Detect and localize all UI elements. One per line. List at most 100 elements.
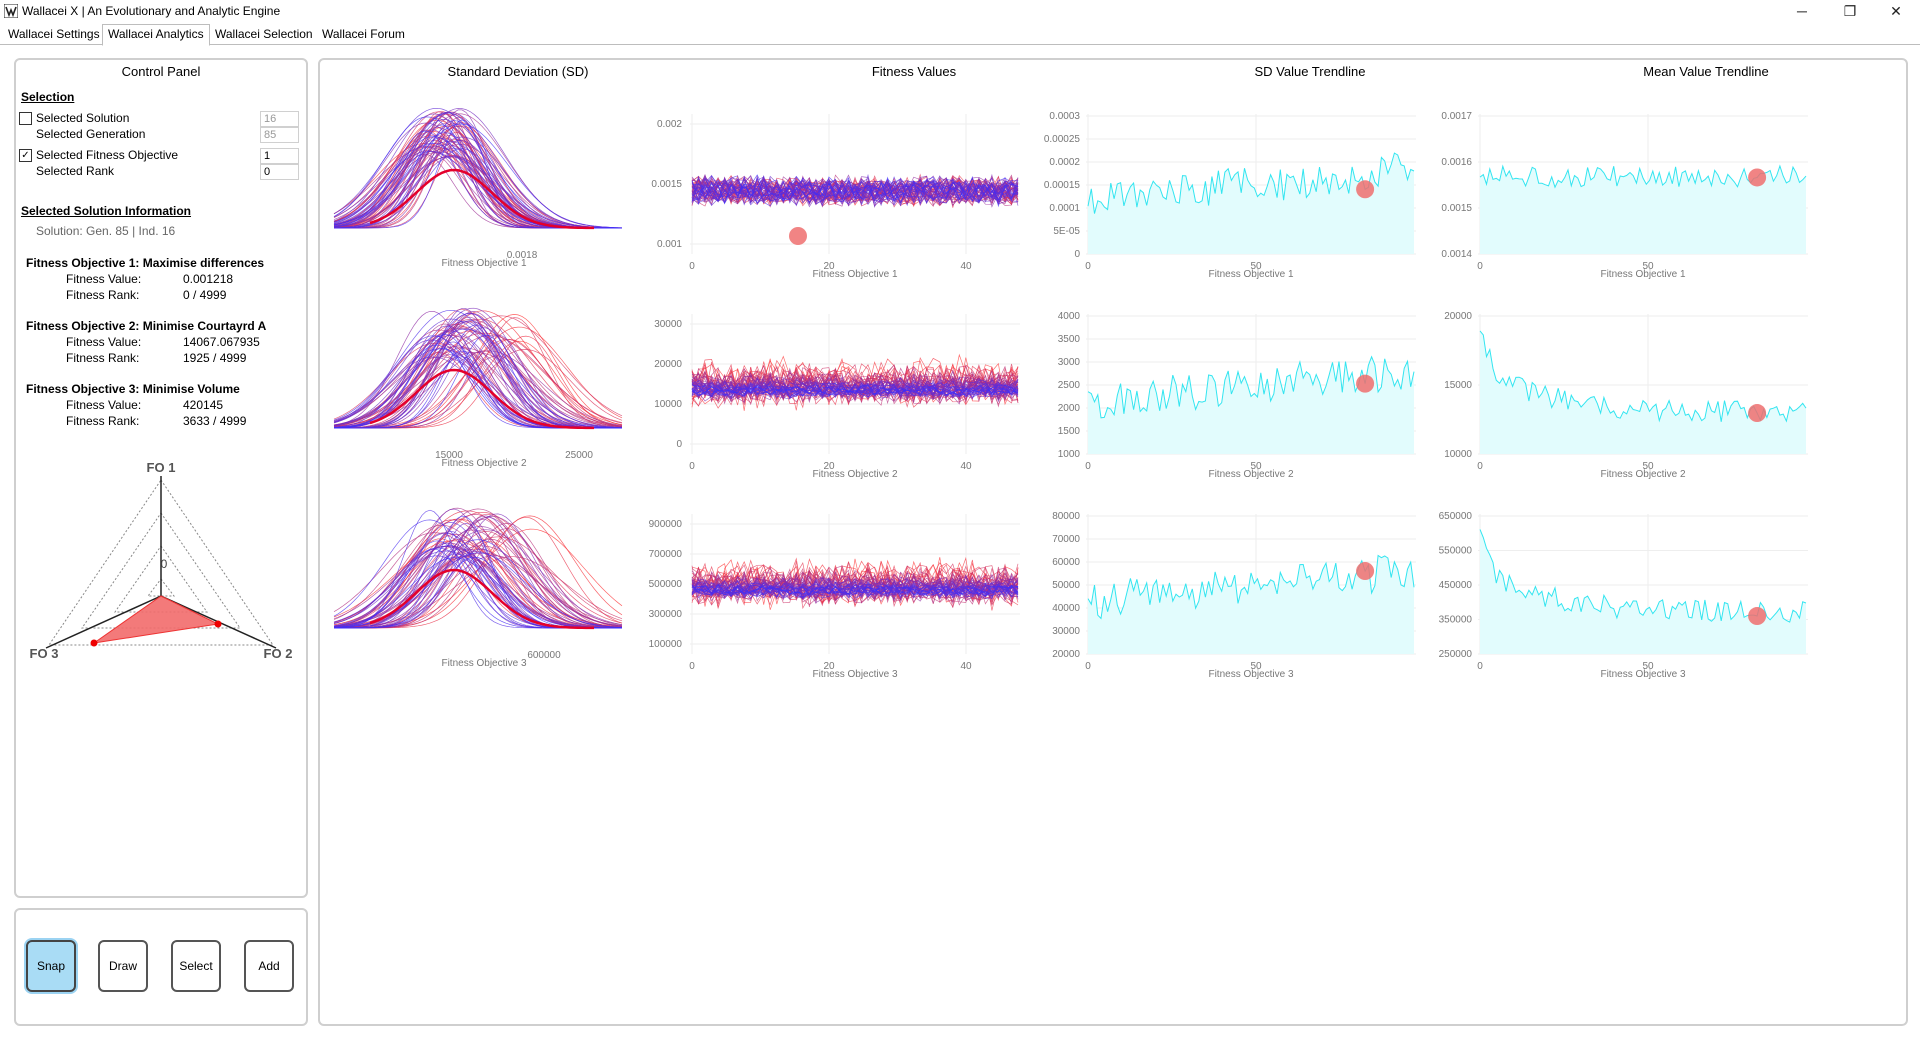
fitness-series-line (691, 176, 1019, 202)
mean-trend-selected-marker (1748, 404, 1767, 423)
sd-curve (333, 318, 622, 429)
fitness-y-tick-label: 0.002 (657, 119, 682, 130)
snap-button[interactable]: Snap (26, 940, 76, 992)
fo1-heading: Fitness Objective 1: Maximise difference… (26, 256, 265, 270)
draw-button[interactable]: Draw (98, 940, 148, 992)
tab-wallacei-analytics[interactable]: Wallacei Analytics (102, 24, 210, 46)
mean-trend-y-tick-label: 250000 (1439, 649, 1473, 660)
fitness-y-tick-label: 20000 (654, 359, 682, 370)
solution-text: Solution: Gen. 85 | Ind. 16 (36, 224, 176, 238)
sd-trend-y-tick-label: 2000 (1058, 403, 1081, 414)
window-title: Wallacei X | An Evolutionary and Analyti… (22, 4, 281, 18)
tool-panel: Snap Draw Select Add (14, 908, 308, 1026)
sd-trend-y-tick-label: 50000 (1052, 580, 1080, 591)
fo2-value-label: Fitness Value: (66, 335, 142, 349)
radar-label-fo2: FO 2 (264, 646, 293, 660)
sd-curve (333, 551, 623, 629)
mean-trendline-column-title: Mean Value Trendline (1643, 64, 1769, 79)
sd-curve (333, 113, 622, 229)
sd-curve (333, 526, 623, 627)
close-button[interactable]: ✕ (1890, 2, 1902, 19)
selected-solution-checkbox[interactable] (19, 112, 32, 125)
sd-curve (333, 516, 623, 629)
selected-rank-input[interactable]: 0 (260, 164, 299, 180)
fitness-x-tick-label: 40 (960, 461, 972, 472)
sd-trend-axis-label: Fitness Objective 2 (1208, 469, 1293, 480)
sd-trend-y-tick-label: 4000 (1058, 311, 1081, 322)
fo3-value-label: Fitness Value: (66, 398, 142, 412)
fo1-value: 0.001218 (183, 272, 234, 286)
fo2-heading: Fitness Objective 2: Minimise Courtayrd … (26, 319, 267, 333)
mean-trend-y-tick-label: 0.0015 (1441, 203, 1472, 214)
radar-center-label: 0 (161, 557, 168, 571)
sd-trendline-column-title: SD Value Trendline (1254, 64, 1366, 79)
sd-trend-y-tick-label: 20000 (1052, 649, 1080, 660)
fitness-series-line (691, 585, 1019, 598)
sd-axis-label: Fitness Objective 1 (441, 258, 526, 269)
control-panel: Control Panel Selection Selected Solutio… (14, 58, 308, 898)
mean-trend-y-tick-label: 350000 (1439, 615, 1473, 626)
radar-label-fo1: FO 1 (147, 460, 176, 475)
fitness-series-line (691, 584, 1019, 598)
sd-trend-axis-label: Fitness Objective 3 (1208, 669, 1293, 680)
add-button[interactable]: Add (244, 940, 294, 992)
sd-trend-x-tick-label: 50 (1250, 261, 1262, 272)
sd-column-title: Standard Deviation (SD) (447, 64, 589, 79)
sd-trend-area (1088, 555, 1414, 654)
sd-trend-y-tick-label: 2500 (1058, 380, 1081, 391)
mean-trend-area (1480, 166, 1806, 254)
mean-trend-x-tick-label: 50 (1642, 661, 1654, 672)
sd-axis-label: Fitness Objective 2 (441, 458, 526, 469)
fitness-series-line (691, 578, 1019, 600)
fitness-x-tick-label: 20 (823, 461, 835, 472)
sd-trend-y-tick-label: 0.00025 (1044, 134, 1081, 145)
sd-trend-y-tick-label: 0.0002 (1049, 157, 1080, 168)
select-button[interactable]: Select (171, 940, 221, 992)
radar-chart: FO 1 FO 2 FO 3 0 (30, 460, 293, 660)
fitness-axis-label: Fitness Objective 1 (812, 269, 897, 280)
fitness-axis-label: Fitness Objective 3 (812, 669, 897, 680)
fo2-rank: 1925 / 4999 (183, 351, 247, 365)
sd-axis-label: Fitness Objective 3 (441, 658, 526, 669)
sd-trend-x-tick-label: 0 (1085, 261, 1091, 272)
fitness-y-tick-label: 0.001 (657, 239, 682, 250)
sd-trend-line (1087, 152, 1415, 214)
fitness-x-tick-label: 0 (689, 661, 695, 672)
radar-label-fo3: FO 3 (30, 646, 59, 660)
sd-trend-selected-marker (1356, 562, 1375, 581)
fitness-series-line (691, 175, 1019, 206)
sd-trend-y-tick-label: 0 (1074, 249, 1080, 260)
sd-trend-selected-marker (1356, 180, 1375, 199)
fitness-series-line (691, 175, 1019, 207)
mean-trend-axis-label: Fitness Objective 2 (1600, 469, 1685, 480)
sd-trend-area (1088, 356, 1414, 454)
tab-wallacei-selection[interactable]: Wallacei Selection (215, 27, 313, 41)
fitness-x-tick-label: 40 (960, 261, 972, 272)
restore-button[interactable]: ❐ (1843, 2, 1857, 19)
sd-selected-curve (369, 168, 594, 230)
fitness-values-column-title: Fitness Values (871, 64, 957, 79)
radar-point-fo3 (90, 639, 98, 647)
sd-trend-y-tick-label: 1000 (1058, 449, 1081, 460)
sd-x-tick-label: 600000 (527, 650, 561, 661)
mean-trend-y-tick-label: 10000 (1444, 449, 1472, 460)
sd-x-tick-label: 15000 (435, 450, 463, 461)
selected-generation-input[interactable]: 85 (260, 127, 299, 143)
sd-curve (333, 312, 622, 429)
selected-fitness-objective-input[interactable]: 1 (260, 148, 299, 164)
tab-wallacei-settings[interactable]: Wallacei Settings (8, 27, 100, 41)
sd-trend-y-tick-label: 0.00015 (1044, 180, 1081, 191)
fo2-value: 14067.067935 (183, 335, 260, 349)
selection-heading: Selection (21, 90, 75, 104)
selected-fitness-objective-checkbox[interactable]: ✓ (19, 149, 32, 162)
tab-wallacei-forum[interactable]: Wallacei Forum (322, 27, 405, 41)
selected-solution-input[interactable]: 16 (260, 111, 299, 127)
sd-curve (333, 309, 623, 428)
fitness-y-tick-label: 0.0015 (651, 179, 682, 190)
fitness-x-tick-label: 20 (823, 661, 835, 672)
minimize-button[interactable]: ─ (1797, 3, 1807, 19)
sd-trend-y-tick-label: 5E-05 (1053, 226, 1080, 237)
mean-trend-area (1480, 529, 1806, 654)
mean-trend-area (1480, 330, 1806, 454)
sd-trend-y-tick-label: 80000 (1052, 511, 1080, 522)
